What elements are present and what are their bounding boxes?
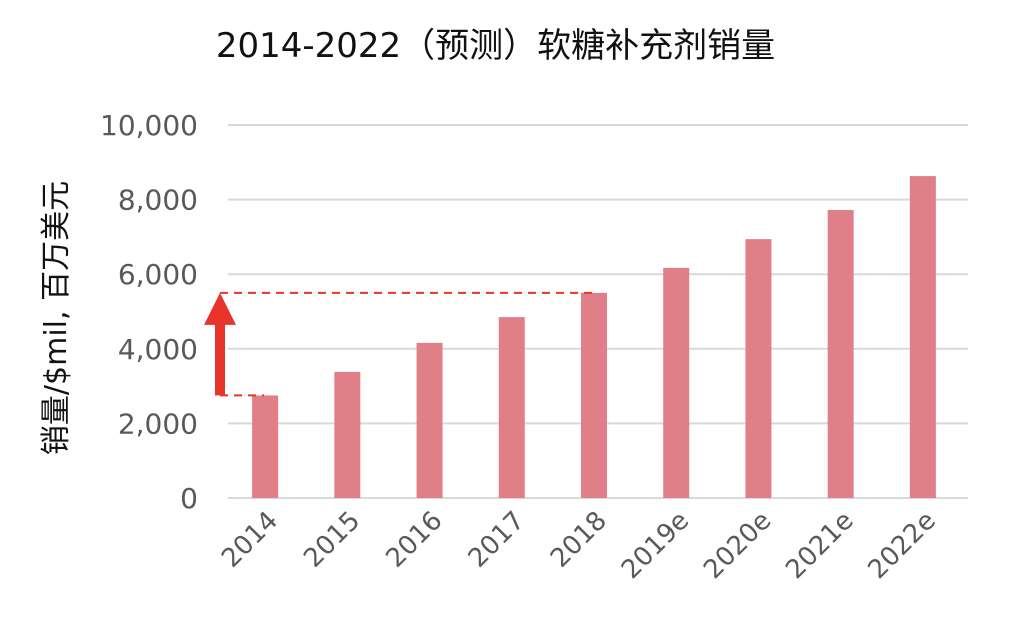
y-tick-label: 0	[180, 482, 198, 515]
x-tick-label: 2016	[381, 506, 449, 574]
arrow-up-icon	[204, 292, 236, 325]
x-tick-label: 2020e	[698, 506, 777, 585]
y-axis-ticks: 0 2,000 4,000 6,000 8,000 10,000	[100, 109, 198, 515]
bar-2017	[498, 317, 525, 498]
bar-2015	[334, 371, 361, 498]
x-tick-label: 2021e	[780, 506, 859, 585]
y-tick-label: 2,000	[118, 407, 198, 440]
bar-2019e	[663, 267, 690, 498]
bar-2020e	[745, 239, 772, 498]
bar-2022e	[909, 176, 936, 498]
x-tick-label: 2019e	[616, 506, 695, 585]
bar-2021e	[827, 210, 854, 498]
x-tick-label: 2017	[463, 506, 531, 574]
x-axis-ticks: 2014 2015 2016 2017 2018 2019e 2020e 2021e 2022e	[216, 506, 942, 585]
y-tick-label: 10,000	[100, 109, 198, 142]
bar-2016	[416, 342, 443, 498]
bar-2018	[581, 292, 607, 498]
y-tick-label: 4,000	[118, 333, 198, 366]
y-tick-label: 6,000	[118, 258, 198, 291]
x-tick-label: 2015	[298, 506, 366, 574]
bar-2014	[252, 395, 279, 498]
chart-title: 2014-2022（预测）软糖补充剂销量	[0, 18, 1031, 67]
growth-annotation	[204, 291, 593, 397]
x-tick-label: 2018	[545, 506, 613, 574]
x-tick-label: 2022e	[863, 506, 942, 585]
y-tick-label: 8,000	[118, 184, 198, 217]
chart-title-text: 2014-2022（预测）软糖补充剂销量	[215, 26, 776, 66]
arrow-shaft	[215, 322, 225, 396]
bar-series	[252, 176, 936, 498]
x-tick-label: 2014	[216, 506, 284, 574]
